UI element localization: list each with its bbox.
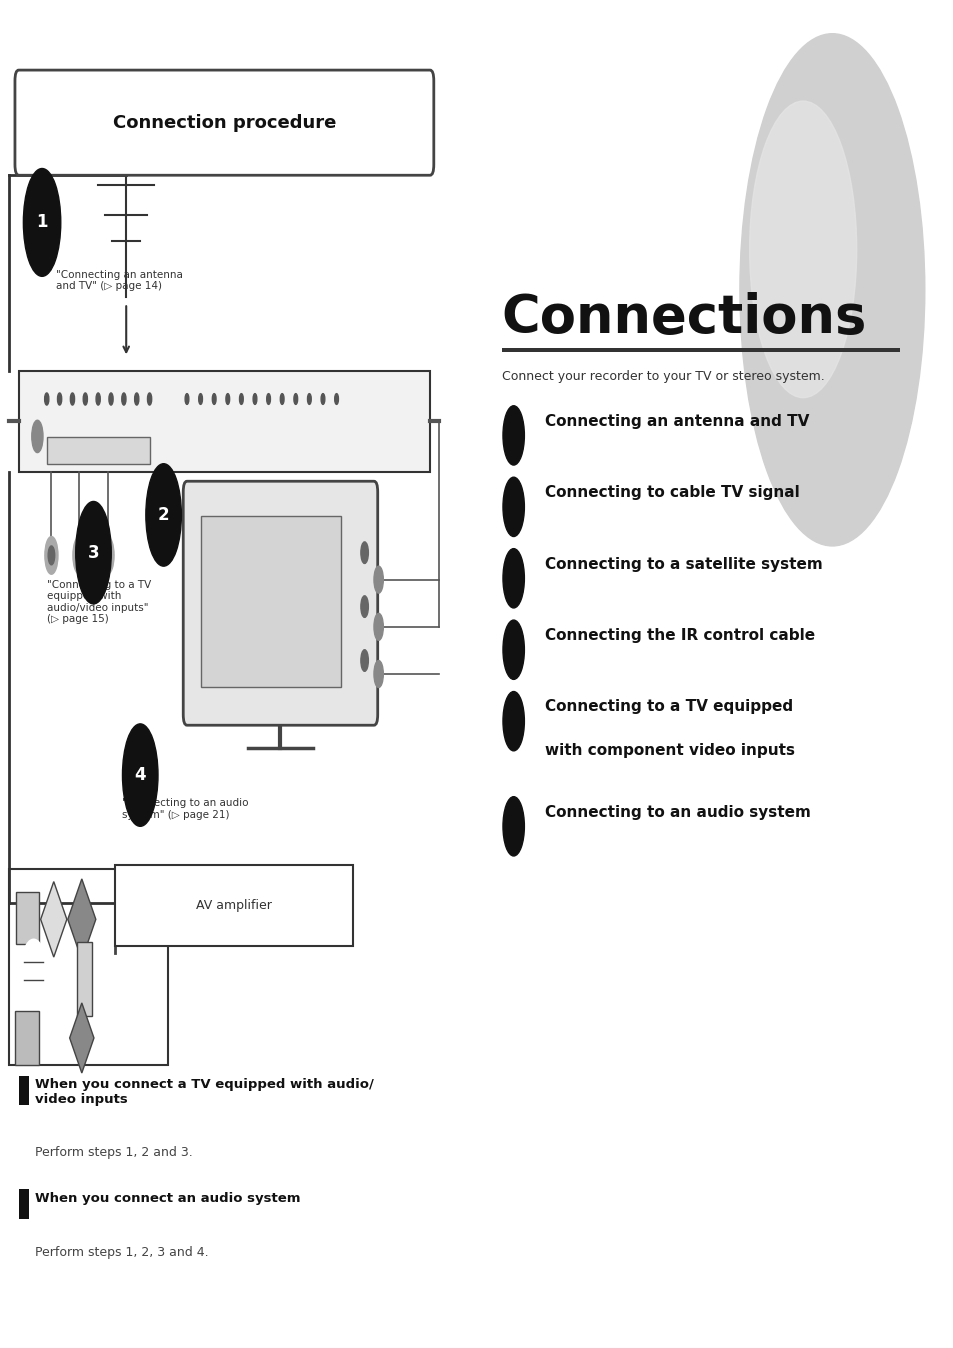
Circle shape — [740, 34, 923, 546]
Circle shape — [146, 464, 181, 566]
Circle shape — [267, 394, 270, 404]
Text: Connecting to an audio system: Connecting to an audio system — [545, 805, 810, 820]
Text: "Connecting an antenna
and TV" (▷ page 14): "Connecting an antenna and TV" (▷ page 1… — [56, 270, 183, 291]
Circle shape — [71, 392, 74, 404]
FancyBboxPatch shape — [501, 348, 900, 352]
Circle shape — [502, 620, 524, 679]
Polygon shape — [41, 882, 67, 957]
Circle shape — [294, 394, 297, 404]
Circle shape — [48, 546, 54, 565]
Circle shape — [307, 394, 311, 404]
Polygon shape — [68, 879, 95, 960]
Text: When you connect a TV equipped with audio/
video inputs: When you connect a TV equipped with audi… — [35, 1078, 374, 1107]
Circle shape — [502, 692, 524, 751]
Circle shape — [23, 168, 61, 276]
Text: 2: 2 — [157, 506, 170, 524]
Circle shape — [20, 940, 48, 1020]
FancyBboxPatch shape — [47, 437, 150, 464]
Text: "Connecting to a TV
equipped with
audio/video inputs"
(▷ page 15): "Connecting to a TV equipped with audio/… — [47, 580, 151, 624]
Circle shape — [104, 546, 111, 565]
Text: Perform steps 1, 2, 3 and 4.: Perform steps 1, 2, 3 and 4. — [35, 1246, 209, 1259]
Circle shape — [198, 394, 202, 404]
Circle shape — [122, 724, 158, 826]
Circle shape — [101, 537, 114, 574]
Circle shape — [360, 650, 368, 671]
Circle shape — [360, 596, 368, 617]
Text: Connecting to a satellite system: Connecting to a satellite system — [545, 557, 822, 572]
Text: "Connecting to an audio
system" (▷ page 21): "Connecting to an audio system" (▷ page … — [121, 798, 248, 820]
Circle shape — [239, 394, 243, 404]
Circle shape — [502, 406, 524, 465]
Text: AV amplifier: AV amplifier — [195, 899, 272, 913]
FancyBboxPatch shape — [19, 1189, 29, 1219]
FancyBboxPatch shape — [183, 481, 377, 725]
Circle shape — [148, 392, 152, 404]
FancyBboxPatch shape — [201, 516, 341, 687]
Text: When you connect an audio system: When you connect an audio system — [35, 1192, 300, 1205]
Text: Connecting to cable TV signal: Connecting to cable TV signal — [545, 485, 800, 500]
Circle shape — [374, 661, 383, 687]
Circle shape — [374, 566, 383, 593]
Polygon shape — [70, 1003, 93, 1073]
Circle shape — [45, 537, 58, 574]
Text: Connect your recorder to your TV or stereo system.: Connect your recorder to your TV or ster… — [501, 371, 823, 383]
FancyBboxPatch shape — [19, 1076, 29, 1105]
Circle shape — [360, 542, 368, 563]
Circle shape — [185, 394, 189, 404]
Text: 3: 3 — [88, 543, 99, 562]
Circle shape — [374, 613, 383, 640]
Circle shape — [502, 477, 524, 537]
Text: 1: 1 — [36, 213, 48, 232]
Text: Perform steps 1, 2 and 3.: Perform steps 1, 2 and 3. — [35, 1146, 193, 1159]
Circle shape — [31, 421, 43, 453]
Circle shape — [502, 797, 524, 856]
Circle shape — [72, 537, 86, 574]
Circle shape — [502, 549, 524, 608]
Circle shape — [45, 392, 49, 404]
Circle shape — [83, 392, 88, 404]
FancyBboxPatch shape — [19, 371, 430, 472]
Circle shape — [226, 394, 230, 404]
Text: Connections: Connections — [501, 291, 866, 344]
FancyBboxPatch shape — [16, 892, 39, 944]
Circle shape — [213, 394, 215, 404]
Text: Connecting an antenna and TV: Connecting an antenna and TV — [545, 414, 809, 429]
Circle shape — [335, 394, 338, 404]
Text: Connecting the IR control cable: Connecting the IR control cable — [545, 628, 815, 643]
Text: Connecting to a TV equipped: Connecting to a TV equipped — [545, 700, 793, 714]
FancyBboxPatch shape — [15, 1011, 39, 1065]
Circle shape — [321, 394, 325, 404]
Circle shape — [109, 392, 113, 404]
FancyBboxPatch shape — [77, 942, 92, 1016]
Circle shape — [122, 392, 126, 404]
Text: Connection procedure: Connection procedure — [112, 113, 335, 132]
Circle shape — [749, 101, 856, 398]
Circle shape — [253, 394, 256, 404]
Text: "Connecting an antenna
and TV" (▷ page 14): "Connecting an antenna and TV" (▷ page 1… — [187, 488, 314, 510]
Circle shape — [75, 501, 112, 604]
Circle shape — [280, 394, 284, 404]
Circle shape — [134, 392, 139, 404]
FancyBboxPatch shape — [114, 865, 353, 946]
FancyBboxPatch shape — [15, 70, 434, 175]
Text: with component video inputs: with component video inputs — [545, 743, 795, 758]
Circle shape — [57, 392, 62, 404]
Text: 4: 4 — [134, 766, 146, 785]
Circle shape — [96, 392, 100, 404]
Circle shape — [76, 546, 83, 565]
